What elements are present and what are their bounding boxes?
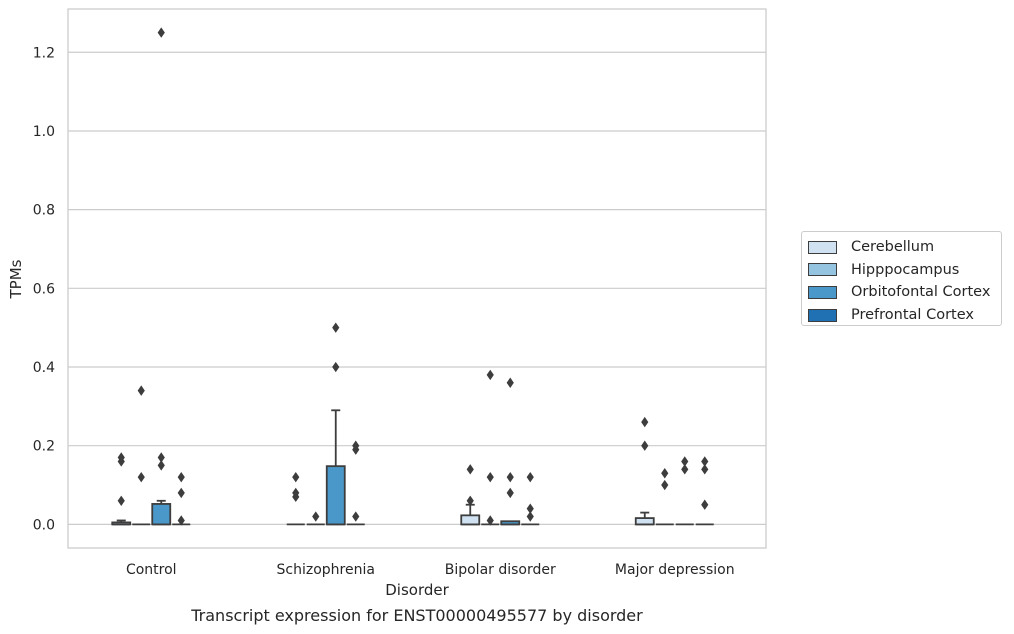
legend-label: Prefrontal Cortex [851, 307, 974, 324]
outlier-point [506, 471, 514, 483]
box-prefrontal-cortex [172, 471, 191, 526]
outlier-point [177, 515, 185, 526]
plot-frame [67, 8, 767, 549]
box-orbitofontal-cortex [325, 322, 346, 526]
box-prefrontal-cortex [521, 471, 540, 526]
legend-item: Prefrontal Cortex [808, 304, 1001, 327]
legend: Cerebellum Hipppocampus Orbitofontal Corte… [801, 231, 1002, 326]
y-tick-label: 1.2 [33, 45, 55, 61]
x-tick-label: Schizophrenia [277, 562, 375, 578]
y-tick-label: 0.4 [33, 360, 55, 376]
outlier-point [312, 511, 320, 522]
box-hipppocampus [481, 369, 500, 526]
outlier-point [157, 460, 165, 471]
legend-item: Orbitofontal Cortex [808, 281, 1001, 304]
legend-label: Cerebellum [851, 239, 935, 256]
legend-swatch [808, 308, 837, 322]
x-tick-label: Major depression [615, 562, 735, 578]
outlier-point [701, 456, 709, 467]
box-prefrontal-cortex [695, 456, 714, 526]
outlier-point [137, 385, 145, 396]
outlier-point [292, 487, 300, 499]
box [325, 465, 346, 526]
y-tick-label: 0.0 [33, 517, 55, 533]
box-orbitofontal-cortex [500, 377, 521, 526]
box-orbitofontal-cortex [675, 456, 694, 526]
outlier-point [701, 464, 709, 475]
outlier-point [701, 499, 709, 510]
y-tick-label: 0.6 [33, 281, 55, 297]
y-tick-label: 0.8 [33, 203, 55, 219]
box-cerebellum [111, 452, 132, 526]
outlier-point [661, 468, 669, 479]
y-tick-labels: 0.0 0.2 0.4 0.6 0.8 1.0 1.2 [33, 45, 55, 533]
outlier-point [681, 464, 689, 475]
y-tick-label: 1.0 [33, 124, 55, 140]
outlier-point [177, 487, 185, 499]
legend-label: Hipppocampus [851, 261, 960, 278]
gridlines [68, 51, 766, 525]
chart-title: Transcript expression for ENST0000049557… [191, 606, 643, 625]
outlier-point [177, 471, 185, 483]
outlier-point [157, 452, 165, 463]
outlier-point [526, 471, 534, 483]
outlier-point [526, 503, 534, 514]
outlier-point [506, 487, 514, 499]
box-cerebellum [286, 471, 305, 526]
legend-label: Orbitofontal Cortex [851, 284, 991, 301]
outlier-point [117, 495, 125, 506]
outlier-point [486, 369, 494, 381]
outlier-point [352, 440, 360, 451]
box-prefrontal-cortex [346, 440, 365, 526]
x-tick-label: Control [126, 562, 177, 578]
outlier-point [486, 471, 494, 483]
box-plots [111, 27, 714, 526]
box-cerebellum [460, 464, 481, 526]
outlier-point [137, 471, 145, 483]
box-orbitofontal-cortex [151, 27, 172, 526]
outlier-point [526, 511, 534, 522]
box-hipppocampus [306, 511, 325, 526]
box-cerebellum [634, 416, 655, 526]
outlier-point [661, 479, 669, 491]
outlier-point [332, 322, 340, 333]
outlier-point [292, 471, 300, 483]
outlier-point [157, 27, 165, 38]
outlier-point [332, 361, 340, 373]
box [460, 514, 481, 526]
box [151, 503, 172, 526]
outlier-point [506, 377, 514, 388]
outlier-point [466, 464, 474, 475]
box [634, 517, 655, 526]
legend-item: Hipppocampus [808, 259, 1001, 282]
outlier-point [641, 416, 649, 428]
x-tick-label: Bipolar disorder [445, 562, 556, 578]
y-tick-label: 0.2 [33, 439, 55, 455]
outlier-point [641, 440, 649, 451]
x-tick-labels: Control Schizophrenia Bipolar disorder Majo… [126, 562, 735, 578]
outlier-point [466, 495, 474, 506]
outlier-point [117, 452, 125, 463]
box-hipppocampus [655, 468, 674, 526]
legend-item: Cerebellum [808, 236, 1001, 259]
box-hipppocampus [132, 385, 151, 526]
legend-swatch [808, 240, 837, 254]
y-axis-title: TPMs [7, 259, 25, 299]
legend-swatch [808, 285, 837, 299]
legend-swatch [808, 263, 837, 277]
outlier-point [681, 456, 689, 467]
outlier-point [352, 511, 360, 522]
outlier-point [486, 515, 494, 526]
x-axis-title: Disorder [385, 581, 449, 599]
